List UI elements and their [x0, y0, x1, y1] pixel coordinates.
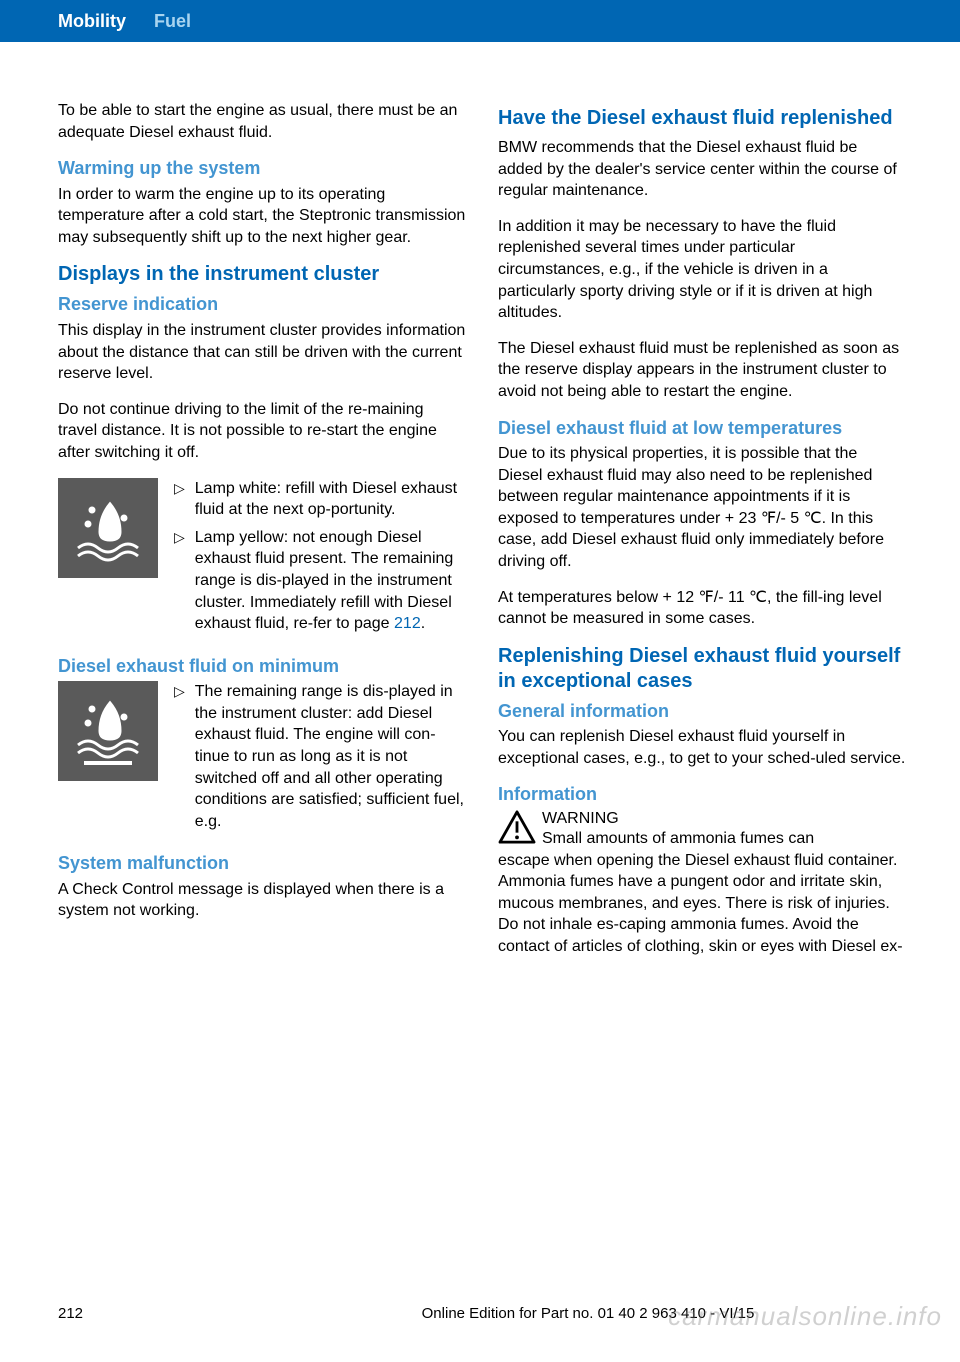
lamp-yellow-text: Lamp yellow: not enough Diesel exhaust f…	[195, 527, 466, 635]
warming-heading: Warming up the system	[58, 157, 466, 180]
replenish-p2: In addition it may be necessary to have …	[498, 216, 906, 324]
list-item: ▷ Lamp yellow: not enough Diesel exhaust…	[174, 527, 466, 635]
warning-header: WARNING Small amounts of ammonia fumes c…	[498, 810, 906, 850]
general-heading: General information	[498, 700, 906, 723]
watermark: carmanualsonline.info	[668, 1301, 942, 1332]
malfunction-heading: System malfunction	[58, 852, 466, 875]
lamp-white-text: Lamp white: refill with Diesel exhaust f…	[195, 478, 466, 521]
page-header: Mobility Fuel	[0, 0, 960, 42]
reserve-p1: This display in the instrument cluster p…	[58, 320, 466, 385]
malfunction-text: A Check Control message is displayed whe…	[58, 879, 466, 922]
self-heading: Replenishing Diesel exhaust fluid yourse…	[498, 644, 906, 694]
replenish-p3: The Diesel exhaust fluid must be repleni…	[498, 338, 906, 403]
warning-text-wrap: WARNING Small amounts of ammonia fumes c…	[542, 810, 814, 850]
general-text: You can replenish Diesel exhaust fluid y…	[498, 726, 906, 769]
displays-heading: Displays in the instrument cluster	[58, 262, 466, 287]
bullet-icon: ▷	[174, 478, 185, 521]
minimum-text: The remaining range is dis‐played in the…	[195, 681, 466, 832]
left-column: To be able to start the engine as usual,…	[58, 100, 466, 958]
minimum-bullets: ▷ The remaining range is dis‐played in t…	[174, 681, 466, 838]
warning-label: WARNING	[542, 810, 814, 828]
reserve-heading: Reserve indication	[58, 293, 466, 316]
header-subsection: Fuel	[154, 11, 191, 32]
lowtemp-heading: Diesel exhaust fluid at low temperatures	[498, 417, 906, 440]
def-fluid-icon	[58, 478, 158, 578]
replenish-heading: Have the Diesel exhaust fluid replenishe…	[498, 106, 906, 131]
bullet-icon: ▷	[174, 681, 185, 832]
def-fluid-min-icon	[58, 681, 158, 781]
reserve-bullets: ▷ Lamp white: refill with Diesel exhaust…	[174, 478, 466, 641]
page-link[interactable]: 212	[394, 615, 421, 632]
page-number: 212	[58, 1305, 83, 1322]
warning-rest: escape when opening the Diesel exhaust f…	[498, 850, 906, 958]
header-section: Mobility	[58, 11, 126, 32]
intro-text: To be able to start the engine as usual,…	[58, 100, 466, 143]
minimum-icon-block: ▷ The remaining range is dis‐played in t…	[58, 681, 466, 838]
replenish-p1: BMW recommends that the Diesel exhaust f…	[498, 137, 906, 202]
warning-block: WARNING Small amounts of ammonia fumes c…	[498, 810, 906, 958]
list-item: ▷ The remaining range is dis‐played in t…	[174, 681, 466, 832]
warning-triangle-icon	[498, 810, 536, 844]
lowtemp-p1: Due to its physical properties, it is po…	[498, 443, 906, 573]
reserve-icon-block: ▷ Lamp white: refill with Diesel exhaust…	[58, 478, 466, 641]
warming-text: In order to warm the engine up to its op…	[58, 184, 466, 249]
list-item: ▷ Lamp white: refill with Diesel exhaust…	[174, 478, 466, 521]
right-column: Have the Diesel exhaust fluid replenishe…	[498, 100, 906, 958]
bullet-icon: ▷	[174, 527, 185, 635]
lamp-yellow-post: .	[421, 615, 425, 632]
info-heading: Information	[498, 783, 906, 806]
warning-first-line: Small amounts of ammonia fumes can	[542, 830, 814, 847]
minimum-heading: Diesel exhaust fluid on minimum	[58, 655, 466, 678]
reserve-p2: Do not continue driving to the limit of …	[58, 399, 466, 464]
lowtemp-p2: At temperatures below + 12 ℉/- 11 ℃, the…	[498, 587, 906, 630]
content-area: To be able to start the engine as usual,…	[0, 42, 960, 958]
